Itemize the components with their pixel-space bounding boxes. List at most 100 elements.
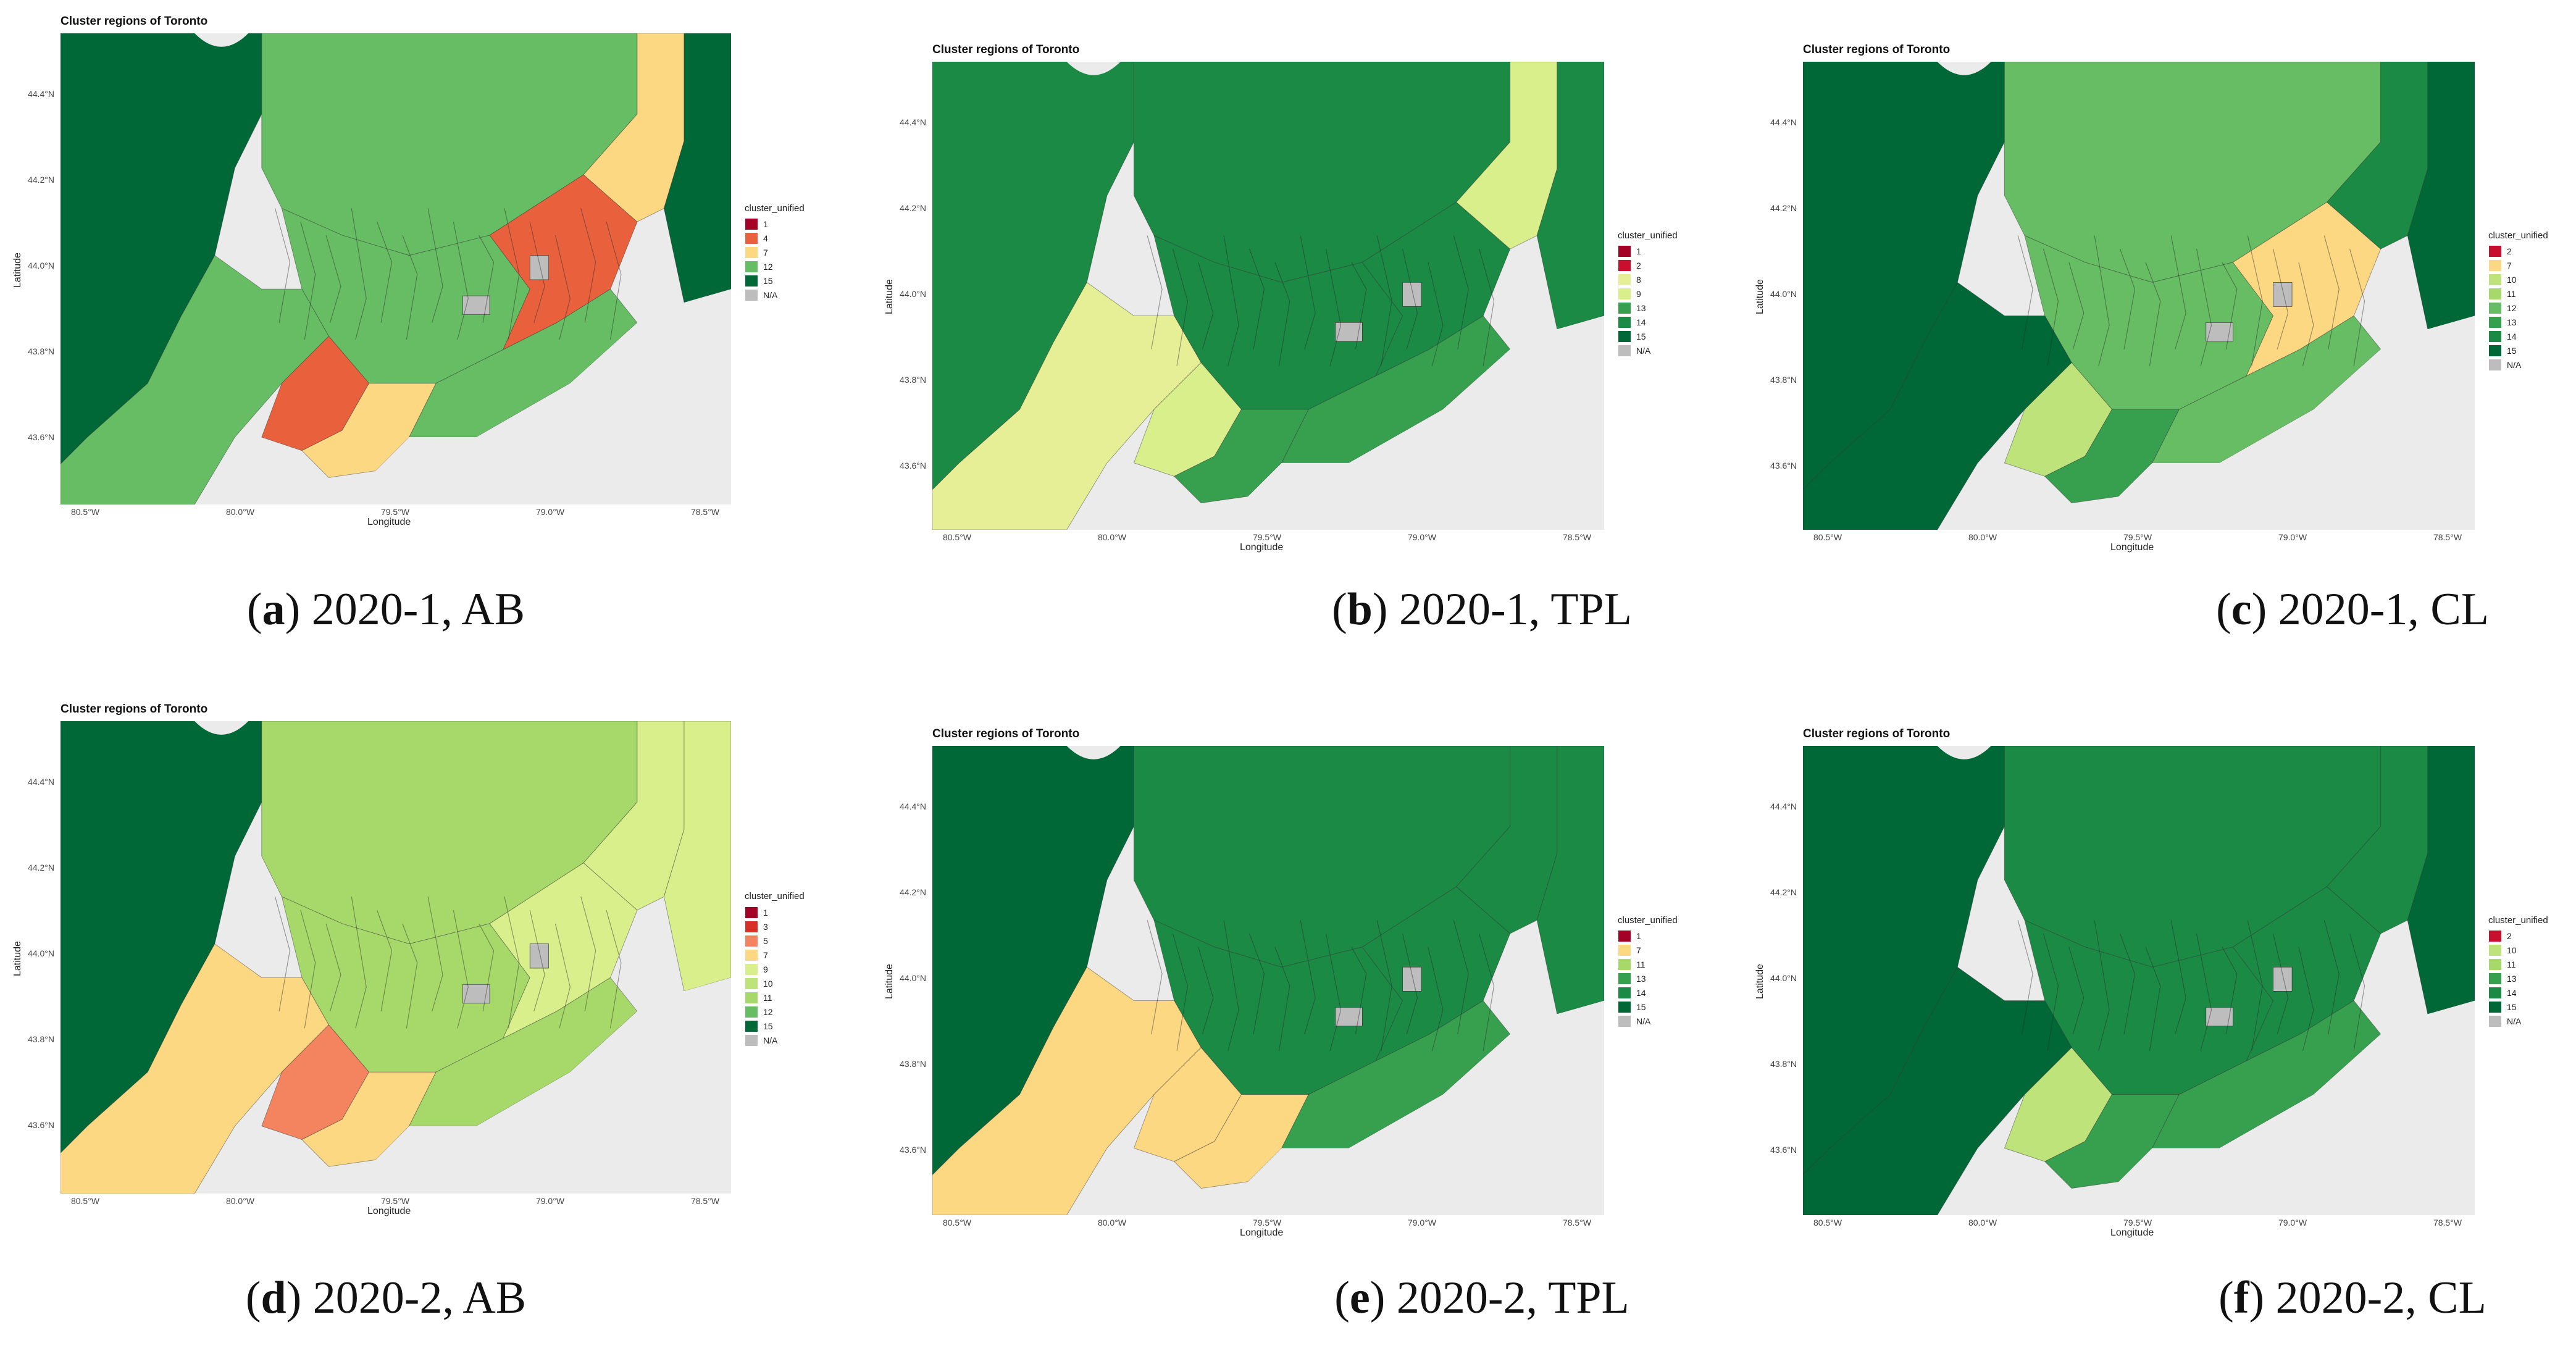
boundary-line (274, 896, 291, 1012)
boundary-line (2247, 235, 2263, 366)
x-tick-label: 79.0°W (2278, 1218, 2307, 1228)
region-na-1 (1402, 966, 1422, 992)
region-west-suburb (1803, 282, 2072, 530)
legend-label: 1 (1636, 931, 1641, 942)
region-na-1 (1402, 282, 1422, 307)
y-tick-label: 44.0°N (1770, 973, 1797, 983)
legend-swatch (745, 991, 758, 1004)
legend-title: cluster_unified (2488, 914, 2548, 926)
map-panel-b: Cluster regions of Toronto 44.4°N 44.2°N 44… (864, 0, 1717, 667)
legend-label: 1 (763, 219, 768, 230)
legend-item: 1 (1618, 929, 1678, 943)
boundary-line (1325, 933, 1342, 1052)
legend-label: 11 (2507, 289, 2516, 299)
boundary-line (606, 222, 622, 340)
y-tick-label: 43.6°N (28, 432, 54, 442)
x-tick-label: 78.5°W (690, 507, 720, 517)
y-tick-label: 44.4°N (28, 89, 54, 99)
boundary-line (2349, 249, 2365, 366)
x-tick-label: 80.0°W (1097, 532, 1127, 542)
legend-swatch (745, 218, 758, 231)
x-tick-label: 80.0°W (1968, 1218, 1997, 1228)
legend-label: 2 (1636, 261, 1641, 271)
legend-label: 2 (2507, 246, 2512, 257)
boundary-line (402, 235, 418, 340)
boundary-line (274, 208, 291, 323)
legend-label: 8 (1636, 275, 1641, 285)
boundary-line (2349, 933, 2365, 1052)
legend-label: 15 (1636, 1002, 1646, 1013)
legend-swatch (745, 1019, 758, 1032)
legend-swatch (745, 977, 758, 990)
legend-item: 13 (1618, 301, 1678, 316)
legend-swatch (1618, 1001, 1631, 1014)
legend-title: cluster_unified (1618, 230, 1678, 241)
lake-simcoe (194, 721, 249, 735)
boundary-line (1428, 947, 1444, 1052)
legend-item: 15 (745, 274, 805, 288)
legend-swatch (1618, 972, 1631, 985)
x-tick-label: 79.0°W (535, 1196, 565, 1206)
legend-label: 14 (1636, 988, 1646, 998)
y-tick-label: 44.2°N (28, 175, 54, 185)
boundary-line (504, 208, 520, 340)
lake-simcoe (1937, 62, 1991, 75)
legend-label: 10 (2507, 945, 2517, 956)
boundary-line (1376, 235, 1392, 366)
caption-text: 2020-1, TPL (1399, 584, 1632, 635)
boundary-line (427, 208, 443, 323)
map-svg (932, 746, 1604, 1215)
legend-item: 15 (1618, 1000, 1678, 1014)
region-west-suburb (932, 282, 1202, 530)
region-na-0 (2206, 1007, 2233, 1027)
legend-item: 15 (745, 1019, 805, 1033)
boundary-line (2017, 920, 2033, 1034)
legend-label: 9 (1636, 289, 1641, 299)
boundary-line (1172, 933, 1189, 1052)
x-tick-label: 80.0°W (225, 1196, 255, 1206)
boundary-line (1479, 933, 1495, 1052)
region-na-0 (462, 295, 490, 315)
boundary-line (2273, 249, 2289, 349)
legend-item: 12 (745, 1005, 805, 1019)
x-tick-label: 79.5°W (1252, 1218, 1282, 1228)
legend-item: 15 (1618, 330, 1678, 344)
y-tick-label: 43.8°N (900, 1059, 926, 1069)
legend-item: 3 (745, 919, 805, 934)
legend-item: 1 (1618, 245, 1678, 259)
legend-swatch (745, 289, 758, 302)
legend-item: N/A (2488, 358, 2548, 372)
x-tick-label: 78.5°W (2433, 1218, 2462, 1228)
legend-swatch (2488, 288, 2502, 301)
legend-label: 1 (763, 907, 768, 918)
legend-swatch (1618, 1015, 1631, 1028)
legend-swatch (745, 934, 758, 947)
legend: cluster_unified 1 7 11 13 14 15 N/A (1618, 915, 1678, 1029)
legend-swatch (2488, 259, 2502, 272)
legend-label: 13 (2507, 974, 2517, 984)
legend-item: 5 (745, 934, 805, 948)
lake-ontario (2058, 1000, 2475, 1215)
legend-item: 4 (745, 232, 805, 246)
y-tick-label: 44.0°N (900, 289, 926, 299)
legend-swatch (2488, 972, 2502, 985)
boundary-line (325, 235, 341, 323)
map-panel-a: Cluster regions of Toronto 44.4°N 44.2°N 44… (0, 0, 852, 667)
legend-label: 12 (763, 262, 773, 272)
y-tick-label: 43.8°N (1770, 1059, 1797, 1069)
legend-item: 7 (2488, 259, 2548, 273)
boundary-line (504, 897, 520, 1029)
legend-item: 9 (1618, 287, 1678, 301)
boundary-line (2094, 235, 2110, 366)
map-svg (61, 721, 731, 1194)
x-tick-label: 80.5°W (1813, 532, 1842, 542)
legend-label: 11 (1636, 960, 1646, 970)
legend-label: N/A (763, 1035, 778, 1045)
boundary-line (1376, 920, 1392, 1052)
legend-item: 13 (1618, 972, 1678, 986)
legend-label: 7 (2507, 261, 2512, 271)
x-tick-label: 79.5°W (380, 507, 410, 517)
legend: cluster_unified 1 2 8 9 13 14 15 N/A (1618, 230, 1678, 358)
region-inner-city (409, 977, 638, 1127)
legend-swatch (2488, 302, 2502, 315)
